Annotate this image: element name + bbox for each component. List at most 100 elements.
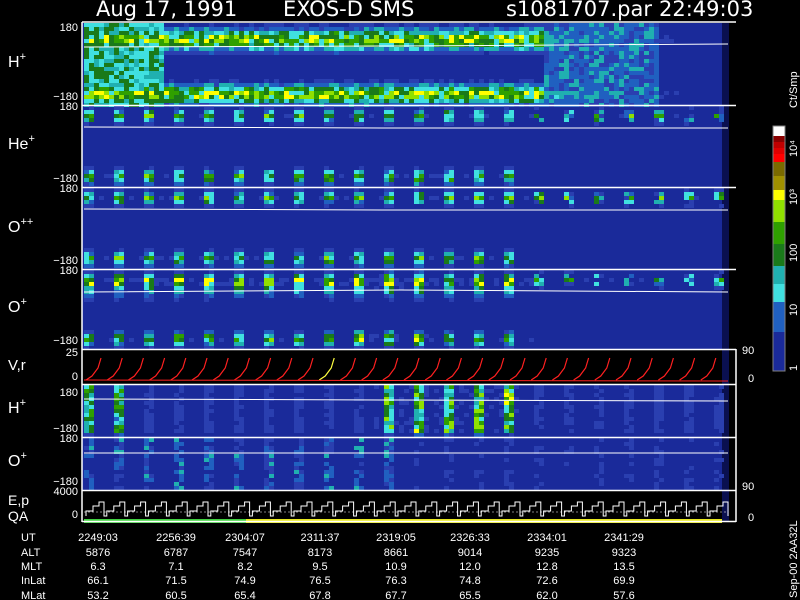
heatmap-cell (214, 83, 219, 87)
heatmap-cell (89, 67, 94, 71)
heatmap-cell (84, 122, 89, 126)
heatmap-cell (594, 59, 599, 63)
heatmap-cell (89, 405, 94, 409)
ephemeris-row-label: MLT (21, 561, 42, 573)
heatmap-cell (444, 188, 449, 192)
heatmap-cell (89, 196, 94, 200)
heatmap-cell (444, 35, 449, 39)
heatmap-cell (144, 298, 149, 302)
heatmap-cell (454, 91, 459, 95)
heatmap-cell (144, 458, 149, 462)
heatmap-cell (324, 401, 329, 405)
heatmap-cell (354, 264, 359, 268)
heatmap-cell (119, 248, 124, 252)
heatmap-cell (204, 405, 209, 409)
heatmap-cell (104, 278, 109, 282)
heatmap-cell (99, 35, 104, 39)
heatmap-cell (144, 51, 149, 55)
heatmap-cell (654, 43, 659, 47)
heatmap-cell (394, 43, 399, 47)
heatmap-cell (149, 417, 154, 421)
heatmap-cell (544, 91, 549, 95)
heatmap-cell (579, 83, 584, 87)
heatmap-cell (494, 83, 499, 87)
heatmap-cell (539, 462, 544, 466)
heatmap-cell (264, 200, 269, 204)
heatmap-cell (604, 51, 609, 55)
heatmap-cell (259, 43, 264, 47)
colorbar-swatch (773, 136, 785, 142)
heatmap-cell (84, 200, 89, 204)
heatmap-cell (209, 446, 214, 450)
heatmap-cell (329, 264, 334, 268)
heatmap-cell (329, 248, 334, 252)
heatmap-cell (269, 106, 274, 110)
heatmap-cell (284, 87, 289, 91)
heatmap-cell (424, 282, 429, 286)
heatmap-cell (509, 470, 514, 474)
heatmap-cell (144, 486, 149, 490)
heatmap-cell (444, 196, 449, 200)
heatmap-cell (504, 83, 509, 87)
heatmap-cell (269, 39, 274, 43)
heatmap-cell (629, 27, 634, 31)
heatmap-cell (179, 27, 184, 31)
heatmap-cell (384, 417, 389, 421)
heatmap-cell (84, 433, 89, 437)
heatmap-cell (469, 35, 474, 39)
heatmap-cell (354, 446, 359, 450)
heatmap-cell (444, 39, 449, 43)
heatmap-cell (389, 458, 394, 462)
heatmap-cell (334, 27, 339, 31)
heatmap-cell (269, 342, 274, 346)
heatmap-cell (564, 401, 569, 405)
heatmap-cell (519, 99, 524, 103)
heatmap-cell (509, 385, 514, 389)
heatmap-cell (114, 192, 119, 196)
heatmap-cell (449, 256, 454, 260)
heatmap-cell (479, 200, 484, 204)
heatmap-cell (339, 91, 344, 95)
heatmap-cell (114, 425, 119, 429)
heatmap-cell (319, 23, 324, 27)
heatmap-cell (429, 338, 434, 342)
ephemeris-cell: 69.9 (613, 575, 634, 587)
heatmap-cell (389, 330, 394, 334)
heatmap-cell (444, 417, 449, 421)
heatmap-cell (639, 71, 644, 75)
heatmap-cell (594, 91, 599, 95)
heatmap-cell (504, 278, 509, 282)
heatmap-cell (629, 35, 634, 39)
heatmap-cell (269, 486, 274, 490)
heatmap-cell (499, 87, 504, 91)
heatmap-cell (719, 286, 724, 290)
heatmap-cell (89, 478, 94, 482)
heatmap-cell (544, 47, 549, 51)
heatmap-cell (114, 282, 119, 286)
heatmap-cell (479, 405, 484, 409)
heatmap-cell (444, 433, 449, 437)
heatmap-cell (444, 385, 449, 389)
heatmap-cell (544, 23, 549, 27)
heatmap-cell (459, 278, 464, 282)
heatmap-cell (654, 35, 659, 39)
heatmap-cell (549, 79, 554, 83)
heatmap-cell (559, 39, 564, 43)
heatmap-cell (174, 204, 179, 208)
heatmap-cell (539, 31, 544, 35)
heatmap-cell (99, 43, 104, 47)
heatmap-cell (139, 35, 144, 39)
heatmap-cell (89, 23, 94, 27)
heatmap-cell (84, 59, 89, 63)
heatmap-cell (294, 43, 299, 47)
heatmap-cell (389, 413, 394, 417)
heatmap-cell (404, 39, 409, 43)
heatmap-cell (119, 446, 124, 450)
heatmap-cell (624, 47, 629, 51)
heatmap-cell (644, 71, 649, 75)
heatmap-cell (349, 95, 354, 99)
heatmap-cell (544, 99, 549, 103)
heatmap-cell (89, 409, 94, 413)
heatmap-cell (179, 43, 184, 47)
heatmap-cell (269, 260, 274, 264)
